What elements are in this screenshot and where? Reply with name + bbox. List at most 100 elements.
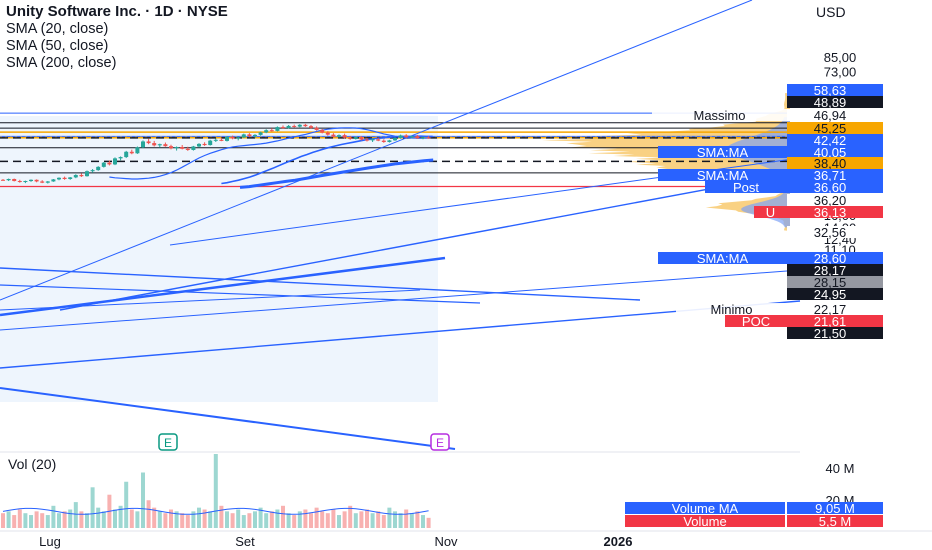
volume-title[interactable]: Vol (20) <box>8 456 57 472</box>
volume-bar <box>415 511 420 528</box>
volume-bar <box>197 507 201 528</box>
price-tag[interactable]: 21,61 POC <box>725 314 883 329</box>
trend-lines <box>0 0 801 450</box>
price-tag-value: 48,89 <box>814 95 847 110</box>
volume-bar <box>297 511 302 528</box>
candle <box>213 138 218 142</box>
volume-bar <box>101 511 106 528</box>
earnings-marker-0[interactable]: E <box>158 433 178 451</box>
trend-line-8 <box>0 256 446 317</box>
volume-tag-label: Volume <box>683 514 726 529</box>
indicator-sma20[interactable]: SMA (20, close) <box>6 21 109 37</box>
volume-bar <box>381 515 386 528</box>
volume-bar <box>12 515 17 528</box>
volume-bar <box>1 513 5 528</box>
price-tag[interactable]: 28,15 <box>787 275 883 290</box>
volume-bar <box>135 511 140 528</box>
price-tag[interactable]: 21,50 <box>787 326 883 341</box>
price-tag[interactable]: 22,17 Minimo <box>676 302 883 317</box>
price-tag[interactable]: 36,20 <box>787 193 883 208</box>
candle <box>157 143 162 148</box>
volume-bar <box>113 509 117 528</box>
x-tick-label: Nov <box>434 534 458 549</box>
price-tag-value: 28,60 <box>814 251 847 266</box>
volume-bar <box>320 511 325 528</box>
x-tick-label: 2026 <box>604 534 633 549</box>
volume-ma-line <box>2 507 429 515</box>
earnings-marker-1[interactable]: E <box>430 433 450 451</box>
sma-200-line <box>239 158 434 189</box>
candles <box>1 123 431 184</box>
candle <box>1 178 5 181</box>
price-tag-value: 58,63 <box>814 83 847 98</box>
volume-bar <box>253 511 257 528</box>
volume-bar <box>213 454 218 528</box>
volume-bar <box>129 509 134 528</box>
volume-ma-tag[interactable]: Volume MA 9,05 M <box>625 501 883 516</box>
x-tick-label: Lug <box>39 534 61 549</box>
candle <box>398 134 403 139</box>
candle <box>141 140 145 149</box>
candle <box>292 124 297 128</box>
price-tag-value: 21,50 <box>814 326 847 341</box>
price-tag[interactable]: 28,17 <box>787 263 883 278</box>
chart-title[interactable]: Unity Software Inc. · 1D · NYSE <box>6 3 228 20</box>
volume-bar <box>269 511 274 528</box>
price-tag[interactable]: 58,63 <box>787 83 883 98</box>
candle <box>325 131 330 136</box>
price-tag-value: 45,25 <box>814 121 847 136</box>
volume-bar <box>68 509 73 528</box>
price-tag[interactable]: 42,42 <box>787 133 883 148</box>
price-tag-label: POC <box>742 314 770 329</box>
price-tag[interactable]: 36,71 SMA:MA <box>658 168 883 183</box>
volume-bar <box>152 507 157 528</box>
price-tag[interactable]: 45,25 <box>787 121 883 136</box>
price-tag[interactable]: 48,89 <box>787 95 883 110</box>
volume-bar <box>17 509 22 528</box>
candle <box>169 144 173 150</box>
price-tag[interactable]: 40,05 SMA:MA <box>658 145 883 160</box>
volume-bar <box>348 505 353 528</box>
indicator-sma200[interactable]: SMA (200, close) <box>6 55 117 71</box>
volume-bar <box>359 511 364 528</box>
volume-bar <box>421 515 425 528</box>
price-tag[interactable]: 36,60 Post <box>705 180 883 195</box>
volume-bar <box>202 509 207 528</box>
volume-bar <box>208 511 213 528</box>
volume-bar <box>387 507 392 528</box>
price-tag[interactable]: 36,13 U <box>754 205 883 220</box>
volume-bar <box>57 513 61 528</box>
indicator-sma50[interactable]: SMA (50, close) <box>6 38 109 54</box>
currency-label[interactable]: USD <box>816 4 846 20</box>
candle <box>365 137 369 142</box>
candle <box>152 140 157 147</box>
price-tag[interactable]: 28,60 SMA:MA <box>658 251 883 266</box>
candle <box>331 133 336 138</box>
candle <box>124 150 129 159</box>
candle <box>320 128 325 134</box>
time-axis: Lug Set Nov 2026 <box>39 534 632 549</box>
candle <box>225 136 229 142</box>
price-tag[interactable]: 38,40 <box>787 156 883 171</box>
price-tag-value: 36,71 <box>814 168 847 183</box>
candle <box>253 134 257 138</box>
trend-line-0 <box>0 0 753 301</box>
price-tag[interactable]: 46,94 Massimo <box>652 108 883 123</box>
y-tick-label: 85,00 <box>824 50 857 65</box>
volume-bar <box>247 513 252 528</box>
candle <box>6 178 11 182</box>
candle <box>314 126 319 131</box>
volume-bar <box>292 515 297 528</box>
price-tag-value: 40,05 <box>814 145 847 160</box>
volume-tags: Volume MA 9,05 M Volume 5,5 M <box>625 501 883 529</box>
volume-bar <box>337 515 341 528</box>
price-tag[interactable]: 24,95 <box>787 287 883 302</box>
candle <box>40 180 45 184</box>
trend-line-9 <box>0 269 801 331</box>
volume-tag[interactable]: Volume 5,5 M <box>625 514 883 529</box>
price-tag-label: Massimo <box>693 108 745 123</box>
price-tag-value: 36,60 <box>814 180 847 195</box>
candle <box>415 134 420 139</box>
price-tag[interactable]: 32,56 <box>787 225 883 240</box>
